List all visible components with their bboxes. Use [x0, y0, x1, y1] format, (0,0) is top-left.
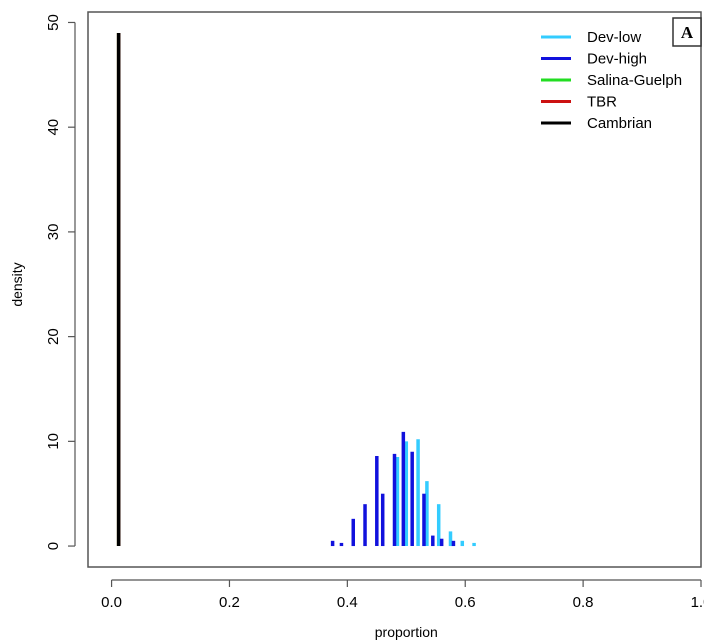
x-tick-label: 0.4: [337, 594, 358, 611]
y-tick-label: 0: [45, 542, 62, 550]
y-tick-label: 20: [45, 328, 62, 345]
y-axis: 0 10 20 30 40 50: [45, 14, 76, 550]
legend-item: Dev-low: [541, 29, 641, 46]
x-axis: 0.0 0.2 0.4 0.6 0.8 1.0: [101, 579, 704, 611]
x-tick-label: 0.0: [101, 594, 122, 611]
legend-item: Cambrian: [541, 115, 652, 132]
legend-label: Dev-low: [587, 29, 641, 46]
y-tick-label: 10: [45, 433, 62, 450]
y-tick-label: 40: [45, 119, 62, 136]
panel-label-box: A: [672, 17, 702, 47]
x-tick-label: 0.2: [219, 594, 240, 611]
series-dev-high: [330, 431, 456, 547]
legend-label: TBR: [587, 94, 617, 111]
y-axis-title: density: [9, 262, 25, 306]
y-tick-label: 50: [45, 14, 62, 31]
legend-label: Cambrian: [587, 115, 652, 132]
panel-label-frame: [672, 17, 702, 47]
legend-item: Salina-Guelph: [541, 72, 682, 89]
panel-label: A: [681, 23, 694, 42]
legend-item: TBR: [541, 94, 617, 111]
legend-label: Salina-Guelph: [587, 72, 682, 89]
x-tick-label: 1.0: [691, 594, 704, 611]
legend: Dev-low Dev-high Salina-Guelph TBR Cambrian: [541, 29, 682, 132]
legend-item: Dev-high: [541, 51, 647, 68]
series-dev-low: [395, 439, 476, 547]
x-tick-label: 0.6: [455, 594, 476, 611]
y-tick-label: 30: [45, 224, 62, 241]
plot-frame: [87, 11, 702, 568]
x-tick-label: 0.8: [573, 594, 594, 611]
chart-bars: [116, 32, 476, 547]
x-axis-title: proportion: [375, 624, 438, 640]
legend-label: Dev-high: [587, 51, 647, 68]
